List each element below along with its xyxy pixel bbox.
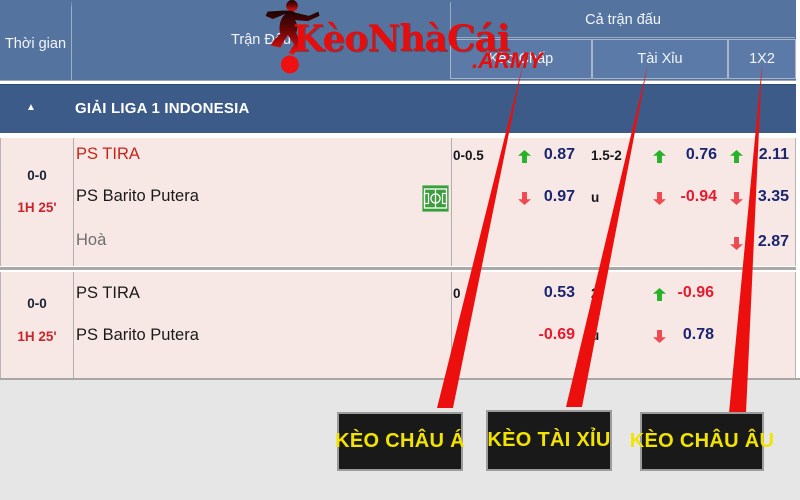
trend-down-icon xyxy=(653,192,666,205)
handicap-line: 0 xyxy=(453,286,461,301)
1x2-odds[interactable]: 3.35 xyxy=(757,188,789,205)
over-under-line: u xyxy=(591,190,600,205)
asian-handicap-label-text: KÈO CHÂU Á xyxy=(335,430,465,452)
column-header-over-under: Tài Xỉu xyxy=(592,39,728,79)
column-header-handicap: Kèo Chấp xyxy=(450,39,592,79)
league-row: ▲ GIẢI LIGA 1 INDONESIA xyxy=(0,84,796,133)
trend-up-icon xyxy=(730,150,743,163)
column-header-full-match: Cả trận đấu xyxy=(450,2,795,38)
triangle-up-icon[interactable]: ▲ xyxy=(26,102,36,113)
handicap-odds[interactable]: 0.97 xyxy=(543,188,575,205)
column-header-1x2: 1X2 xyxy=(728,39,796,79)
column-divider xyxy=(73,138,74,266)
draw-label: Hoà xyxy=(76,231,107,249)
over-under-line: 2 xyxy=(591,286,599,301)
block-divider xyxy=(0,267,796,270)
trend-down-icon xyxy=(730,237,743,250)
column-divider xyxy=(451,138,452,266)
column-header-time: Thời gian xyxy=(0,0,72,80)
column-divider xyxy=(73,272,74,378)
over-under-line: u xyxy=(591,328,600,343)
over-under-odds[interactable]: -0.94 xyxy=(680,188,717,205)
handicap-odds[interactable]: 0.53 xyxy=(543,284,575,301)
over-under-odds[interactable]: 0.78 xyxy=(682,326,714,343)
trend-down-icon xyxy=(730,192,743,205)
european-odds-label: KÈO CHÂU ÂU xyxy=(630,412,774,471)
trend-up-icon xyxy=(653,288,666,301)
match-clock: 1H 25' xyxy=(17,200,57,215)
trend-up-icon xyxy=(653,150,666,163)
home-team-name: PS TIRA xyxy=(76,284,140,302)
1x2-odds[interactable]: 2.11 xyxy=(758,146,789,163)
1x2-odds[interactable]: 2.87 xyxy=(757,233,789,250)
over-under-odds[interactable]: -0.96 xyxy=(677,284,714,301)
pitch-icon[interactable] xyxy=(421,184,450,213)
over-under-label-text: KÈO TÀI XỈU xyxy=(487,429,611,451)
match-block: 0-0 1H 25' PS TIRA PS Barito Putera Hoà … xyxy=(0,138,796,266)
match-score: 0-0 xyxy=(27,296,47,311)
trend-down-icon xyxy=(653,330,666,343)
match-clock: 1H 25' xyxy=(17,329,57,344)
handicap-line: 0-0.5 xyxy=(453,148,484,163)
column-header-match: Trận Đấu xyxy=(231,32,291,48)
handicap-odds[interactable]: 0.87 xyxy=(543,146,575,163)
over-under-label: KÈO TÀI XỈU xyxy=(486,410,612,471)
league-name: GIẢI LIGA 1 INDONESIA xyxy=(75,100,250,117)
over-under-odds[interactable]: 0.76 xyxy=(685,146,717,163)
table-header: Thời gian Trận Đấu Cả trận đấu Kèo Chấp … xyxy=(0,0,796,81)
column-divider xyxy=(451,272,452,378)
match-score: 0-0 xyxy=(27,168,47,183)
match-block: 0-0 1H 25' PS TIRA PS Barito Putera 0 0.… xyxy=(0,272,796,378)
away-team-name: PS Barito Putera xyxy=(76,187,199,205)
away-team-name: PS Barito Putera xyxy=(76,326,199,344)
home-team-name: PS TIRA xyxy=(76,145,140,163)
handicap-odds[interactable]: -0.69 xyxy=(538,326,575,343)
european-odds-label-text: KÈO CHÂU ÂU xyxy=(629,430,775,452)
over-under-line: 1.5-2 xyxy=(591,148,622,163)
asian-handicap-label: KÈO CHÂU Á xyxy=(335,412,465,471)
